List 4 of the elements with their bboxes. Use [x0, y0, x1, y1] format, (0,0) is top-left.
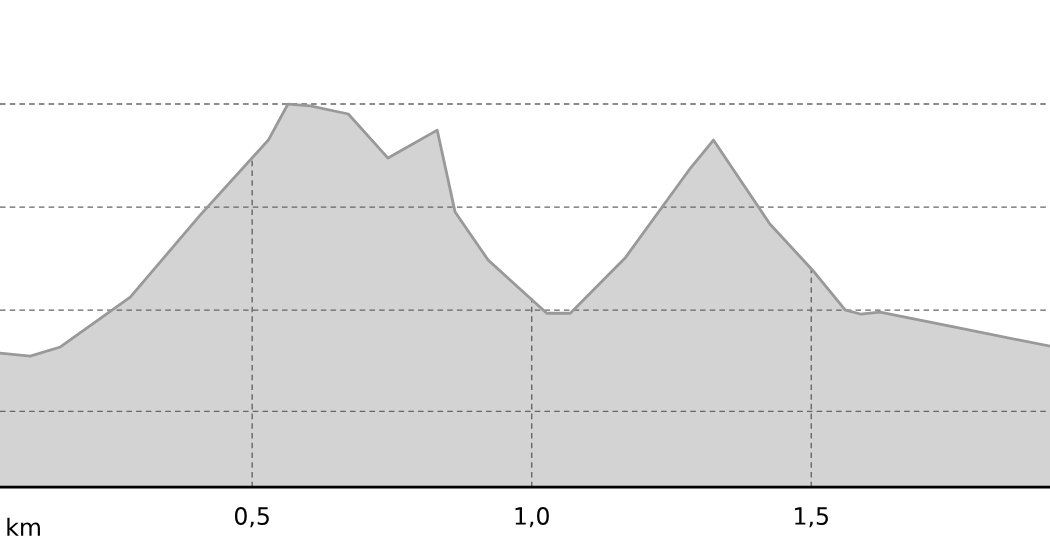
- x-tick-label: 1,0: [515, 507, 549, 528]
- x-tick-label: 0,5: [234, 507, 269, 528]
- x-tick-label: 1,5: [795, 507, 828, 528]
- x-axis-title: km: [7, 517, 40, 536]
